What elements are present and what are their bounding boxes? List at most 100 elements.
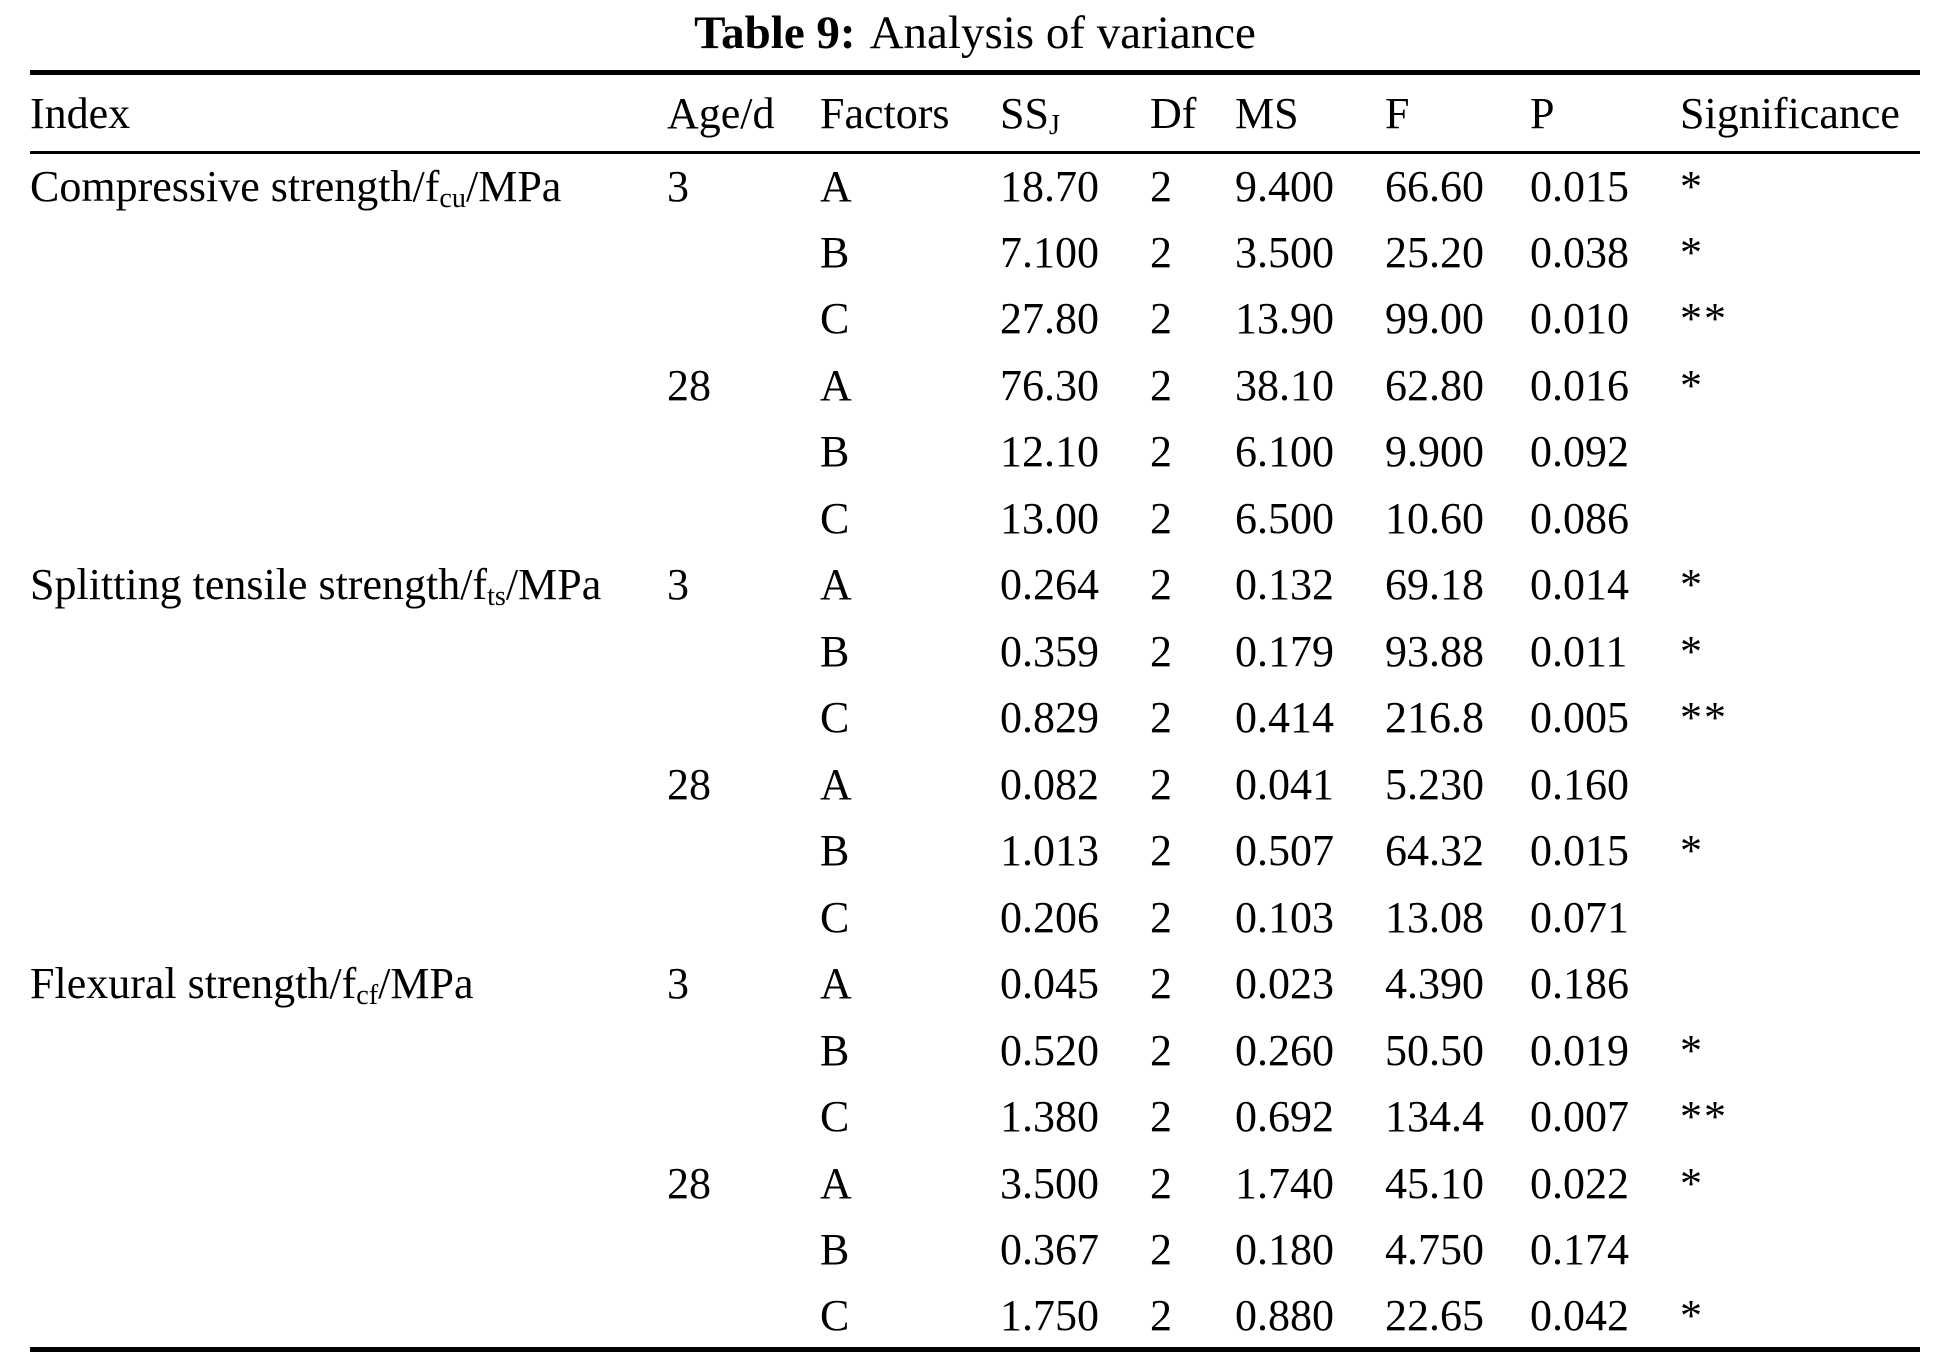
index-cell bbox=[30, 818, 667, 885]
age-cell bbox=[667, 1283, 820, 1350]
col-header-p: P bbox=[1530, 72, 1680, 154]
significance-cell: ** bbox=[1680, 693, 1728, 743]
df-cell: 2 bbox=[1150, 826, 1172, 876]
table-row: B 0.367 2 0.180 4.750 0.174 bbox=[30, 1217, 1920, 1284]
p-cell: 0.015 bbox=[1530, 826, 1629, 876]
age-cell bbox=[667, 419, 820, 486]
df-cell: 2 bbox=[1150, 227, 1172, 277]
index-unit: /MPa bbox=[505, 560, 602, 610]
f-cell: 99.00 bbox=[1385, 294, 1484, 344]
factor-cell: B bbox=[820, 427, 850, 477]
significance-cell: * bbox=[1680, 360, 1704, 410]
index-text: Splitting tensile strength/f bbox=[30, 560, 488, 610]
index-cell bbox=[30, 1283, 667, 1350]
index-cell bbox=[30, 352, 667, 419]
significance-cell: * bbox=[1680, 1290, 1704, 1340]
df-cell: 2 bbox=[1150, 560, 1172, 610]
age-cell: 28 bbox=[667, 1158, 711, 1208]
table-row: 28 A 0.082 2 0.041 5.230 0.160 bbox=[30, 751, 1920, 818]
ms-cell: 38.10 bbox=[1235, 360, 1334, 410]
col-header-age: Age/d bbox=[667, 72, 820, 154]
index-text: Flexural strength/f bbox=[30, 959, 357, 1009]
ms-cell: 0.414 bbox=[1235, 693, 1334, 743]
significance-cell bbox=[1680, 485, 1920, 552]
table-row: Flexural strength/fcf/MPa 3 A 0.045 2 0.… bbox=[30, 951, 1920, 1018]
p-cell: 0.016 bbox=[1530, 360, 1629, 410]
p-cell: 0.160 bbox=[1530, 759, 1629, 809]
age-cell bbox=[667, 818, 820, 885]
p-cell: 0.186 bbox=[1530, 959, 1629, 1009]
significance-cell bbox=[1680, 751, 1920, 818]
table-row: Compressive strength/fcu/MPa 3 A 18.70 2… bbox=[30, 153, 1920, 220]
factor-cell: B bbox=[820, 626, 850, 676]
ms-cell: 0.880 bbox=[1235, 1290, 1334, 1340]
df-cell: 2 bbox=[1150, 959, 1172, 1009]
table-row: C 0.206 2 0.103 13.08 0.071 bbox=[30, 884, 1920, 951]
ss-label: SS bbox=[1000, 88, 1049, 138]
p-cell: 0.174 bbox=[1530, 1225, 1629, 1275]
df-cell: 2 bbox=[1150, 1025, 1172, 1075]
table-row: B 1.013 2 0.507 64.32 0.015 * bbox=[30, 818, 1920, 885]
f-cell: 66.60 bbox=[1385, 162, 1484, 211]
ms-cell: 0.179 bbox=[1235, 626, 1334, 676]
df-cell: 2 bbox=[1150, 1158, 1172, 1208]
p-cell: 0.015 bbox=[1530, 162, 1629, 211]
df-cell: 2 bbox=[1150, 493, 1172, 543]
p-cell: 0.019 bbox=[1530, 1025, 1629, 1075]
factor-cell: A bbox=[820, 162, 852, 211]
ss-cell: 0.264 bbox=[1000, 560, 1099, 610]
index-cell: Splitting tensile strength/fts/MPa bbox=[30, 552, 667, 619]
significance-cell: * bbox=[1680, 1158, 1704, 1208]
p-cell: 0.086 bbox=[1530, 493, 1629, 543]
ss-cell: 12.10 bbox=[1000, 427, 1099, 477]
ss-cell: 1.380 bbox=[1000, 1092, 1099, 1142]
index-cell: Flexural strength/fcf/MPa bbox=[30, 951, 667, 1018]
age-cell: 28 bbox=[667, 360, 711, 410]
table-caption: Table 9: Analysis of variance bbox=[0, 4, 1950, 62]
ms-cell: 0.692 bbox=[1235, 1092, 1334, 1142]
f-cell: 4.750 bbox=[1385, 1225, 1484, 1275]
df-cell: 2 bbox=[1150, 626, 1172, 676]
index-cell bbox=[30, 419, 667, 486]
table-caption-label: Table 9: bbox=[694, 7, 856, 59]
p-cell: 0.022 bbox=[1530, 1158, 1629, 1208]
age-cell bbox=[667, 685, 820, 752]
index-cell bbox=[30, 485, 667, 552]
col-header-ms: MS bbox=[1235, 72, 1385, 154]
df-cell: 2 bbox=[1150, 693, 1172, 743]
f-cell: 13.08 bbox=[1385, 892, 1484, 942]
factor-cell: C bbox=[820, 1092, 850, 1142]
factor-cell: C bbox=[820, 693, 850, 743]
table-row: B 0.520 2 0.260 50.50 0.019 * bbox=[30, 1017, 1920, 1084]
factor-cell: C bbox=[820, 493, 850, 543]
index-cell bbox=[30, 1017, 667, 1084]
ms-cell: 0.103 bbox=[1235, 892, 1334, 942]
index-cell bbox=[30, 1084, 667, 1151]
df-cell: 2 bbox=[1150, 360, 1172, 410]
table-row: C 27.80 2 13.90 99.00 0.010 ** bbox=[30, 286, 1920, 353]
ss-cell: 18.70 bbox=[1000, 162, 1099, 211]
index-cell bbox=[30, 219, 667, 286]
ss-cell: 0.829 bbox=[1000, 693, 1099, 743]
ms-cell: 0.507 bbox=[1235, 826, 1334, 876]
df-cell: 2 bbox=[1150, 892, 1172, 942]
df-cell: 2 bbox=[1150, 1092, 1172, 1142]
ms-cell: 9.400 bbox=[1235, 162, 1334, 211]
p-cell: 0.011 bbox=[1530, 626, 1628, 676]
df-cell: 2 bbox=[1150, 1225, 1172, 1275]
significance-cell: * bbox=[1680, 626, 1704, 676]
significance-cell: * bbox=[1680, 560, 1704, 610]
significance-cell: * bbox=[1680, 1025, 1704, 1075]
factor-cell: C bbox=[820, 892, 850, 942]
significance-cell: * bbox=[1680, 826, 1704, 876]
f-cell: 5.230 bbox=[1385, 759, 1484, 809]
ss-cell: 1.750 bbox=[1000, 1290, 1099, 1340]
col-header-f: F bbox=[1385, 72, 1530, 154]
significance-cell bbox=[1680, 951, 1920, 1018]
index-cell bbox=[30, 618, 667, 685]
index-subscript: ts bbox=[487, 581, 506, 613]
age-cell bbox=[667, 1084, 820, 1151]
ms-cell: 0.180 bbox=[1235, 1225, 1334, 1275]
significance-cell bbox=[1680, 884, 1920, 951]
